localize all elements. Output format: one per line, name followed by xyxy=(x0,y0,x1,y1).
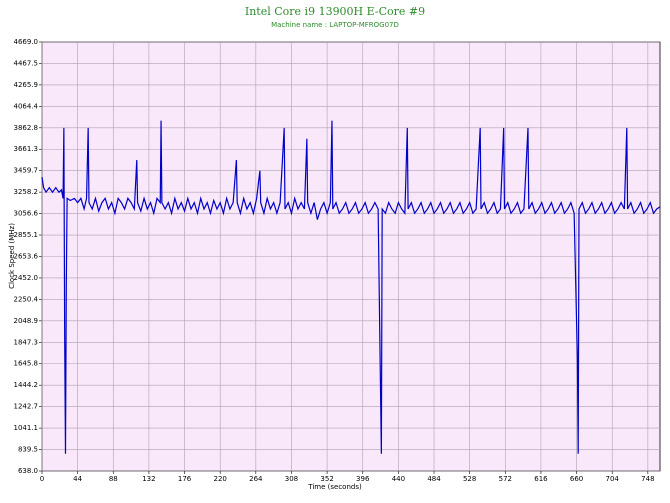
y-axis-label: Clock Speed (MHz) xyxy=(8,223,16,289)
x-tick-label: 308 xyxy=(285,475,298,483)
x-tick-label: 0 xyxy=(40,475,44,483)
x-tick-label: 704 xyxy=(606,475,620,483)
x-tick-label: 44 xyxy=(73,475,82,483)
y-tick-label: 3862.8 xyxy=(14,124,39,132)
y-tick-label: 1847.3 xyxy=(14,338,39,346)
y-tick-label: 4265.9 xyxy=(14,81,39,89)
x-tick-label: 616 xyxy=(534,475,548,483)
y-tick-label: 1041.1 xyxy=(14,424,39,432)
data-line xyxy=(41,120,661,454)
y-tick-label: 3258.2 xyxy=(14,188,39,196)
x-tick-label: 176 xyxy=(178,475,192,483)
y-tick-label: 2855.1 xyxy=(14,231,39,239)
y-tick-label: 3459.7 xyxy=(14,167,39,175)
y-tick-label: 638.0 xyxy=(18,467,38,475)
y-tick-label: 2653.6 xyxy=(14,252,39,260)
x-tick-label: 264 xyxy=(249,475,263,483)
x-tick-label: 220 xyxy=(214,475,227,483)
y-tick-label: 4064.4 xyxy=(14,102,39,110)
y-tick-label: 839.5 xyxy=(18,446,38,454)
x-tick-label: 572 xyxy=(499,475,512,483)
y-tick-label: 3661.3 xyxy=(14,145,39,153)
x-tick-label: 132 xyxy=(142,475,155,483)
x-tick-label: 484 xyxy=(427,475,441,483)
x-tick-label: 748 xyxy=(641,475,654,483)
x-tick-label: 440 xyxy=(392,475,405,483)
y-tick-label: 3056.6 xyxy=(14,210,39,218)
y-tick-label: 2250.4 xyxy=(14,295,39,303)
chart-title: Intel Core i9 13900H E-Core #9 xyxy=(245,5,425,18)
x-tick-label: 88 xyxy=(109,475,118,483)
x-tick-label: 396 xyxy=(356,475,370,483)
y-tick-label: 2452.0 xyxy=(14,274,39,282)
x-axis-label: Time (seconds) xyxy=(307,483,362,491)
x-tick-label: 352 xyxy=(320,475,333,483)
y-tick-label: 1645.8 xyxy=(14,360,39,368)
y-tick-label: 1444.2 xyxy=(14,381,39,389)
y-tick-label: 2048.9 xyxy=(14,317,39,325)
y-tick-label: 1242.7 xyxy=(14,403,39,411)
y-tick-label: 4669.0 xyxy=(14,38,39,46)
x-tick-label: 528 xyxy=(463,475,476,483)
chart-subtitle: Machine name : LAPTOP-MFROG07D xyxy=(271,21,399,29)
x-tick-label: 660 xyxy=(570,475,583,483)
y-tick-label: 4467.5 xyxy=(14,59,39,67)
